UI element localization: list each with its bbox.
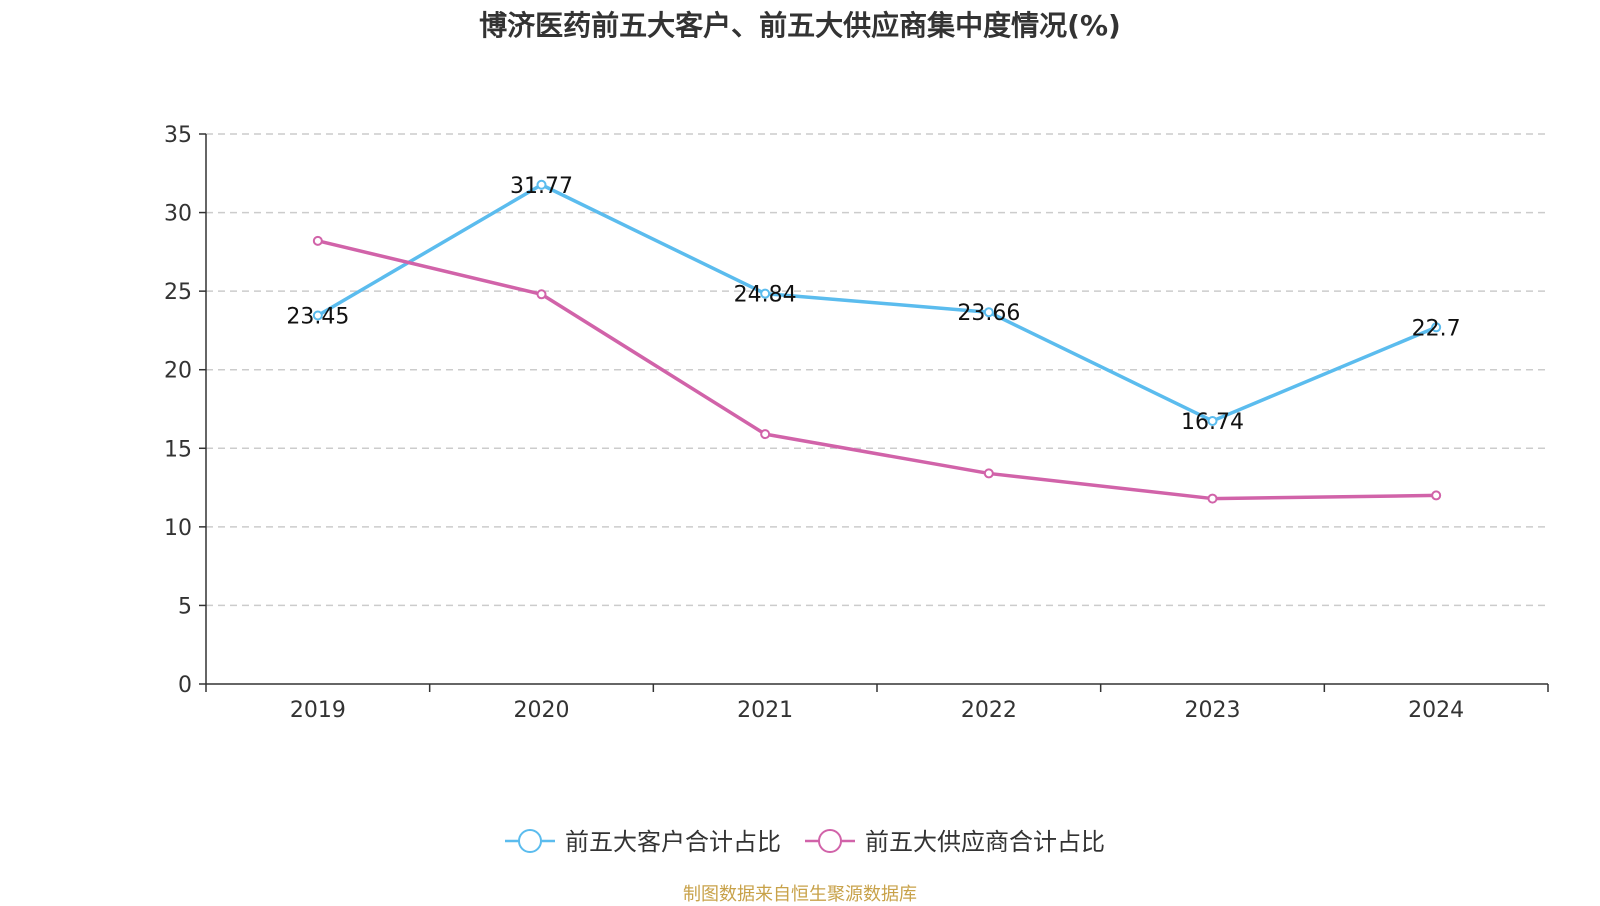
data-point [983, 468, 994, 479]
series-line [316, 183, 1437, 423]
x-tick-label: 2022 [961, 698, 1017, 723]
x-tick-label: 2024 [1408, 698, 1464, 723]
data-point [1207, 415, 1218, 426]
source-note: 制图数据来自恒生聚源数据库 [683, 884, 917, 905]
y-tick-label: 15 [164, 437, 192, 462]
data-label: 23.45 [286, 305, 349, 330]
data-label: 16.74 [1181, 410, 1244, 435]
x-tick-label: 2019 [290, 698, 346, 723]
data-point [760, 429, 771, 440]
x-tick-label: 2021 [737, 698, 793, 723]
series-line [317, 239, 1437, 501]
legend-label: 前五大客户合计占比 [565, 828, 781, 856]
data-point [983, 307, 994, 318]
data-point [536, 179, 547, 190]
data-point [1207, 493, 1218, 504]
y-tick-label: 0 [178, 673, 192, 698]
data-label: 31.77 [510, 174, 573, 199]
data-labels: 23.45 31.77 24.84 23.66 16.74 22.7 [286, 174, 1460, 435]
y-tick-label: 5 [178, 594, 192, 619]
data-label: 23.66 [957, 301, 1020, 326]
series-lines [312, 179, 1442, 504]
y-tick-label: 10 [164, 516, 192, 541]
y-tick-label: 30 [164, 202, 192, 227]
legend-marker [818, 829, 842, 853]
grid-lines [206, 133, 1548, 607]
y-tick-label: 35 [164, 123, 192, 148]
y-tick-label: 25 [164, 280, 192, 305]
data-point [312, 310, 323, 321]
x-tick-label: 2023 [1185, 698, 1241, 723]
y-tick-label: 20 [164, 359, 192, 384]
x-tick-label: 2020 [514, 698, 570, 723]
data-point [536, 289, 547, 300]
legend-item: 前五大供应商合计占比 [805, 828, 1105, 856]
legend-item: 前五大客户合计占比 [505, 828, 781, 856]
data-label: 22.7 [1412, 316, 1461, 341]
data-point [760, 288, 771, 299]
legend: 前五大客户合计占比 前五大供应商合计占比 [505, 828, 1105, 856]
data-label: 24.84 [734, 283, 797, 308]
axes: 0 5 10 15 20 25 30 35 2019 2020 2021 2022 2023 2024 [164, 123, 1549, 723]
legend-label: 前五大供应商合计占比 [865, 828, 1105, 856]
data-point [312, 235, 323, 246]
data-point [1431, 490, 1442, 501]
chart-title: 博济医药前五大客户、前五大供应商集中度情况(%) [479, 9, 1121, 42]
data-point [1431, 322, 1442, 333]
legend-marker [518, 829, 542, 853]
